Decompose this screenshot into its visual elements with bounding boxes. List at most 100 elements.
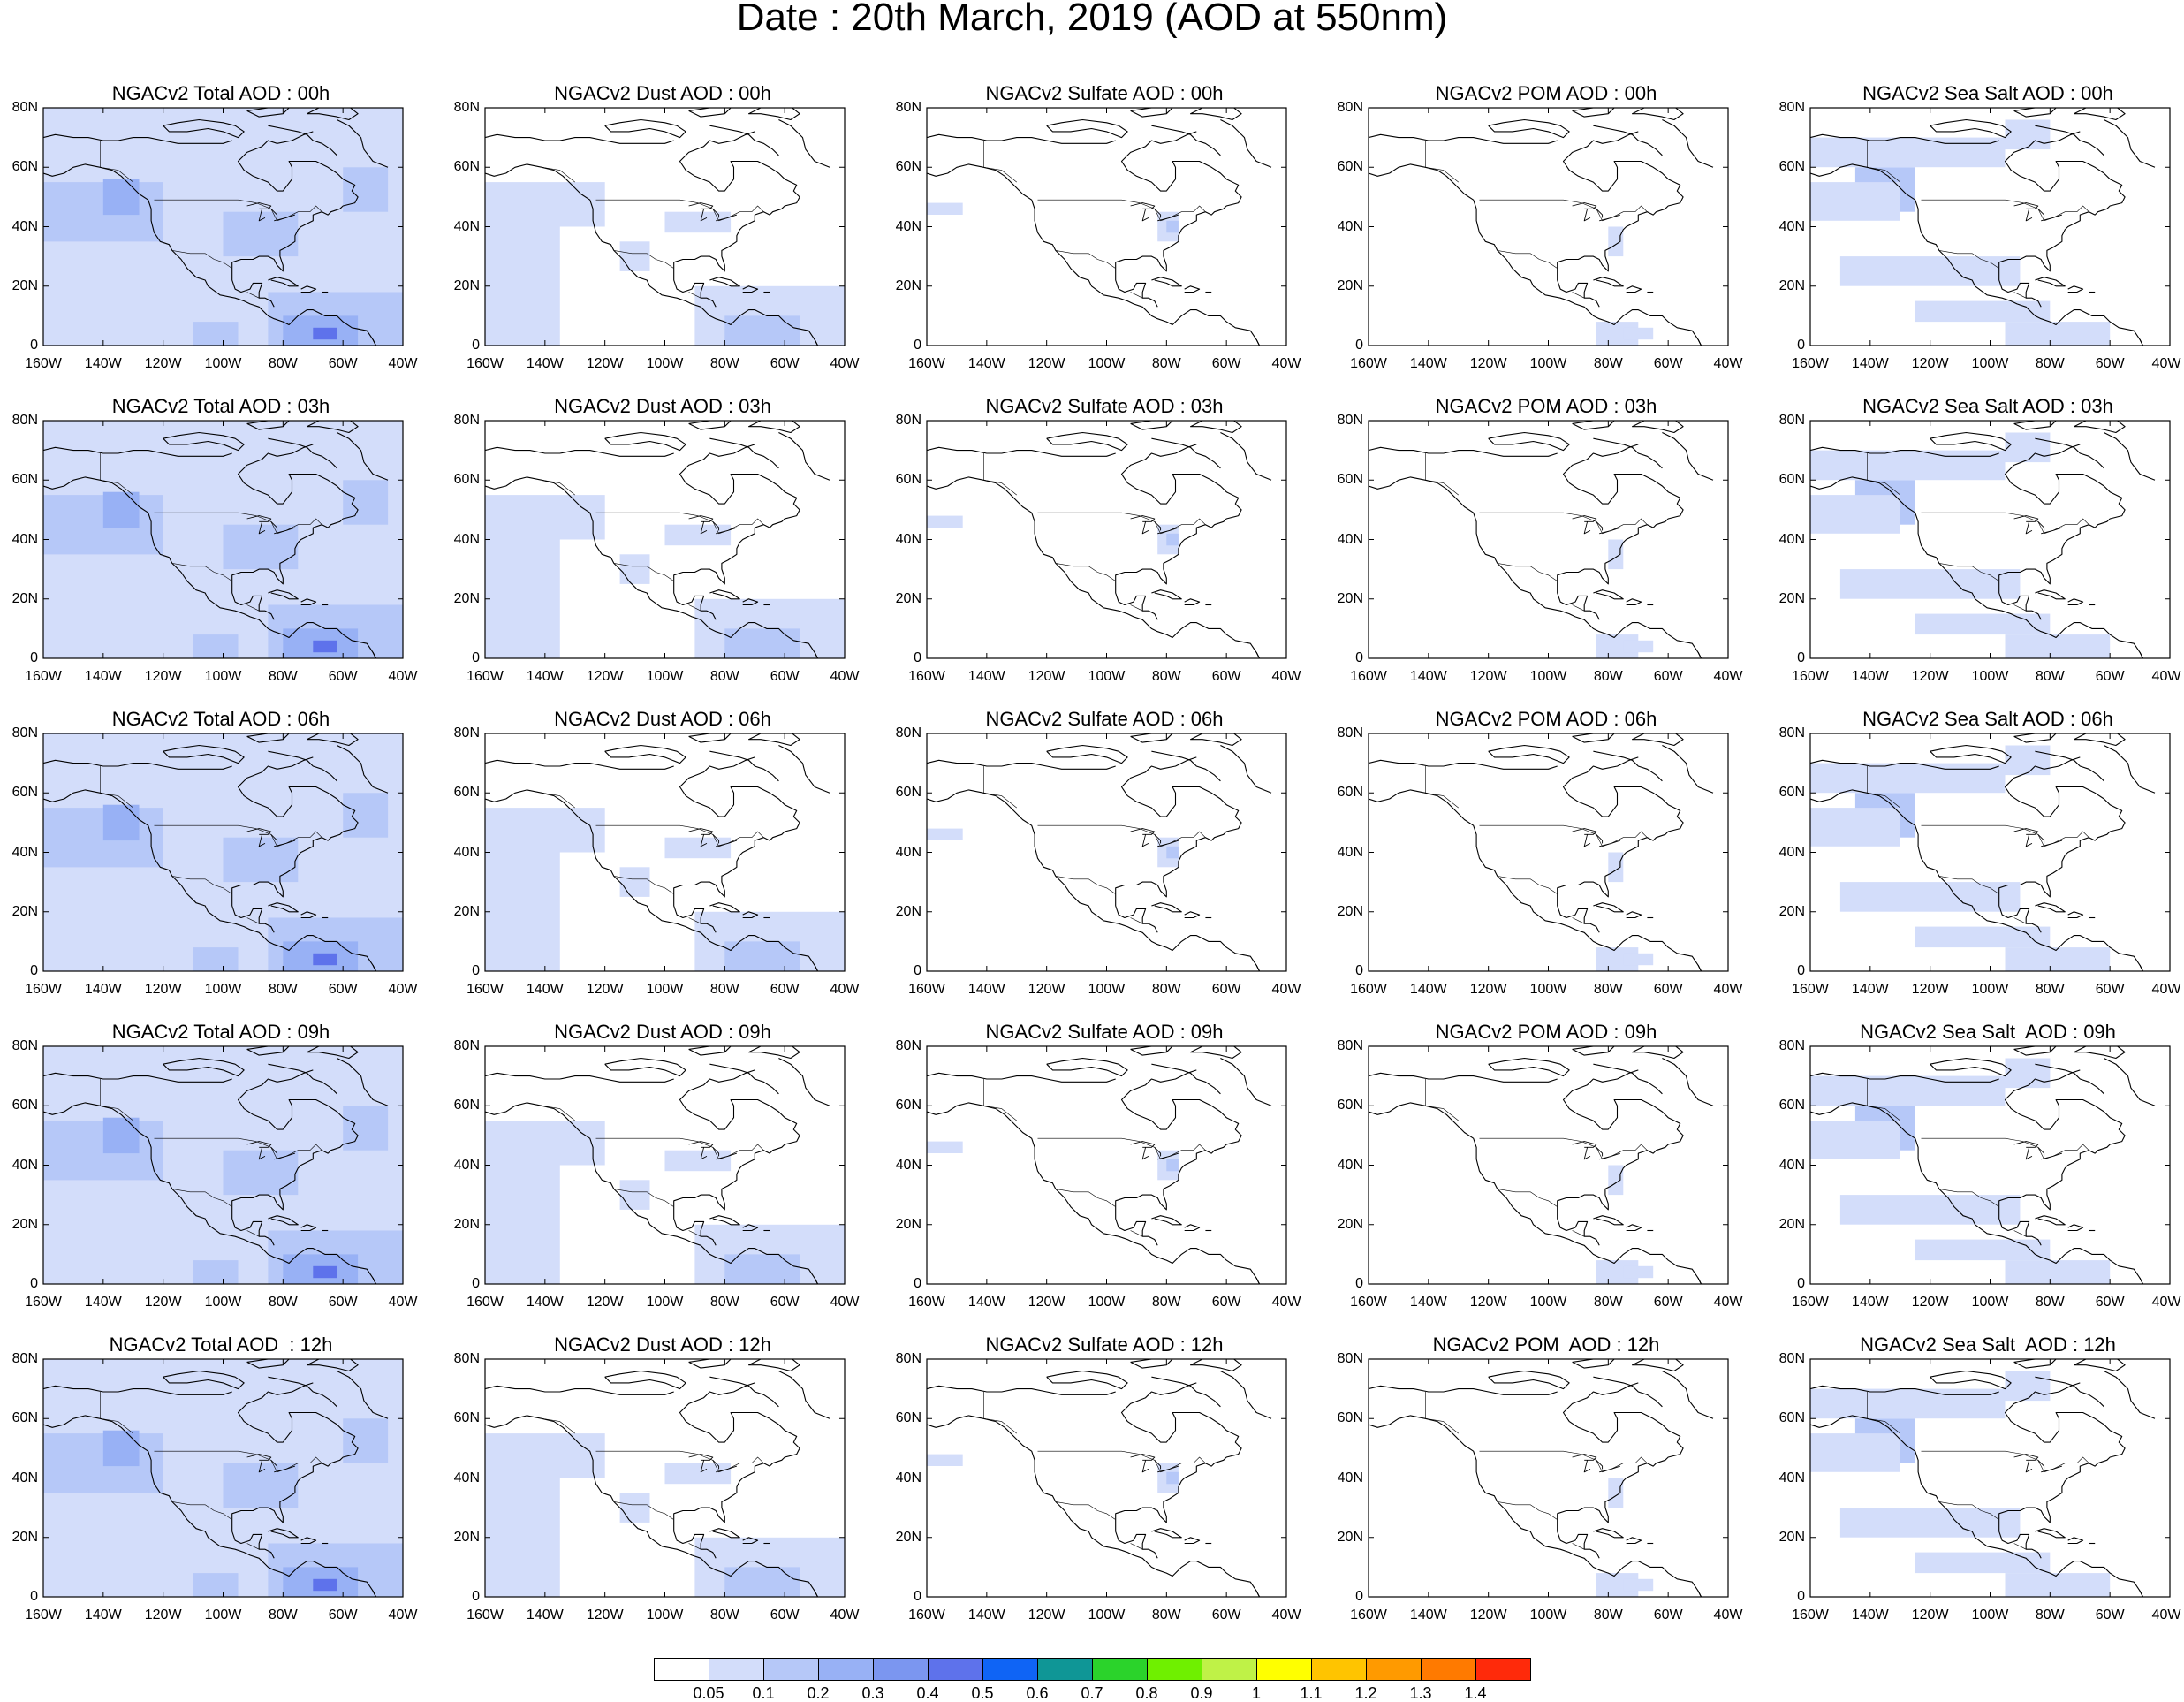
border-line [1055, 876, 1116, 894]
coastline [2104, 119, 2156, 168]
lon-label: 160W [466, 982, 504, 997]
lat-label: 80N [453, 1038, 480, 1053]
coastline [814, 652, 818, 658]
aod-shade [313, 953, 337, 966]
coastline [1488, 118, 1570, 139]
border-line [100, 453, 133, 496]
lon-label: 160W [1792, 982, 1829, 997]
coastline [604, 1370, 686, 1390]
border-line [983, 453, 1017, 496]
aod-shade [927, 1141, 963, 1153]
lon-label: 80W [709, 669, 739, 684]
lat-label: 80N [1778, 1351, 1805, 1366]
border-line [1921, 512, 2089, 535]
border-line [1572, 1543, 1585, 1550]
coastline [709, 125, 779, 156]
coastline [1115, 1069, 1242, 1211]
border-line [613, 876, 674, 894]
lon-label: 140W [526, 1607, 564, 1622]
colorbar-swatch [928, 1658, 983, 1681]
lon-label: 160W [908, 982, 945, 997]
lat-label: 0 [1355, 963, 1363, 978]
lake-outline [688, 202, 714, 209]
aod-shade [343, 1418, 389, 1463]
coastline [2104, 745, 2156, 794]
lon-label: 60W [2095, 669, 2125, 684]
lat-label: 80N [1778, 413, 1805, 428]
lake-outline [1596, 1146, 1604, 1157]
aod-shade [619, 867, 650, 897]
coastline [306, 733, 359, 747]
coastline [1557, 581, 1600, 620]
lat-label: 0 [914, 650, 921, 665]
lat-label: 60N [11, 785, 38, 801]
lon-label: 80W [1151, 1607, 1181, 1622]
aod-shade [1810, 763, 2006, 794]
lat-label: 40N [11, 1470, 38, 1485]
aod-shade [927, 1454, 963, 1466]
border-line [983, 141, 1017, 183]
lon-label: 60W [1653, 356, 1683, 371]
aod-shade [223, 1463, 299, 1508]
lat-label: 60N [11, 1410, 38, 1426]
coastline [1662, 119, 1714, 168]
border-line [1037, 1450, 1206, 1473]
border-line [1055, 563, 1116, 581]
lat-label: 0 [1355, 338, 1363, 353]
map-panel: NGACv2 POM AOD : 00h 80N 60N 40N 20N 0 160W 140… [1325, 80, 1767, 384]
aod-shade [102, 1430, 140, 1467]
colorbar-swatch [1037, 1658, 1093, 1681]
coastline [742, 1537, 759, 1545]
lon-label: 100W [1971, 1295, 2009, 1310]
border-line [1921, 1137, 2089, 1160]
lat-label: 40N [895, 531, 921, 547]
coastline [1115, 131, 1242, 272]
border-line [983, 766, 1017, 809]
lat-label: 80N [895, 726, 921, 741]
map-panel: NGACv2 POM AOD : 12h 80N 60N 40N 20N 0 160W 140… [1325, 1331, 1767, 1636]
lat-label: 0 [1797, 338, 1805, 353]
border-line [246, 917, 260, 924]
lon-label: 120W [1911, 669, 1949, 684]
border-line [2013, 292, 2027, 299]
coastline [927, 759, 1116, 770]
coastline [2139, 652, 2143, 658]
border-line [154, 199, 322, 222]
coastline [1488, 744, 1570, 764]
coastline [1810, 133, 1999, 144]
coastline [1593, 902, 1624, 913]
coastline [268, 750, 337, 782]
aod-shade [1915, 1552, 2051, 1574]
border-line [1055, 1189, 1116, 1207]
lon-label: 100W [1088, 1607, 1126, 1622]
coastline [1662, 1058, 1714, 1106]
lon-label: 120W [1911, 356, 1949, 371]
lake-outline [700, 521, 708, 535]
coastline [337, 432, 389, 481]
lon-label: 60W [1653, 669, 1683, 684]
coastline [1998, 581, 2042, 620]
coastline [1220, 1371, 1272, 1419]
lon-label: 120W [1911, 982, 1949, 997]
lake-outline [1154, 208, 1162, 218]
lon-label: 40W [388, 1295, 418, 1310]
aod-shade [343, 793, 389, 838]
lake-outline [2013, 202, 2039, 209]
coastline [1697, 652, 1702, 658]
coastline [709, 277, 740, 287]
map-panel: NGACv2 Dust AOD : 06h 80N 60N 40N 20N 0 160W 14… [442, 705, 883, 1010]
aod-shade [664, 524, 732, 546]
map-panel: NGACv2 Total AOD : 06h 80N 60N 40N 20N 0 160W 1… [0, 705, 442, 1010]
border-line [100, 1392, 133, 1434]
coastline [1115, 756, 1242, 898]
coastline [1488, 431, 1570, 452]
coastline [300, 598, 317, 606]
lon-label: 80W [268, 1295, 298, 1310]
coastline [1255, 965, 1260, 971]
colorbar-label: 1.4 [1464, 1684, 1487, 1702]
coastline [1115, 1382, 1242, 1523]
aod-shade [2005, 432, 2051, 463]
lon-label: 80W [2035, 356, 2065, 371]
map-panel: NGACv2 Sulfate AOD : 12h 80N 60N 40N 20N 0 160… [883, 1331, 1325, 1636]
coastline [43, 1102, 376, 1284]
